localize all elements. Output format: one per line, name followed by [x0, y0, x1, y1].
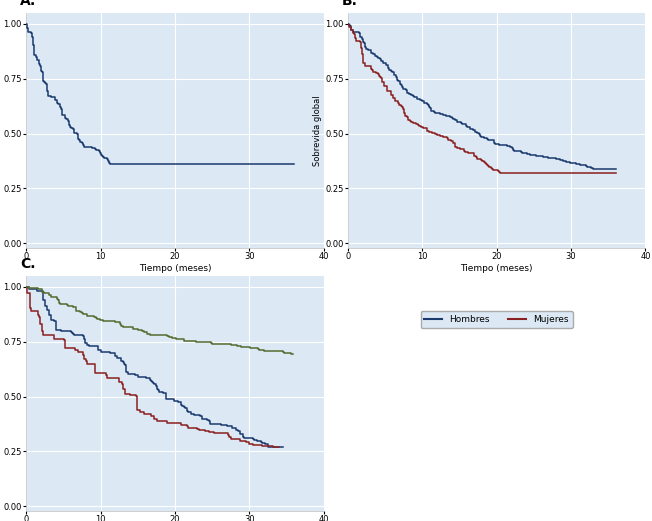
X-axis label: Tiempo (meses): Tiempo (meses) — [460, 264, 533, 272]
Text: C.: C. — [20, 257, 36, 271]
X-axis label: Tiempo (meses): Tiempo (meses) — [139, 264, 211, 272]
Text: A.: A. — [20, 0, 37, 8]
Legend: Hombres, Mujeres: Hombres, Mujeres — [421, 312, 572, 328]
Text: B.: B. — [342, 0, 357, 8]
Y-axis label: Sobrevida global: Sobrevida global — [313, 95, 322, 166]
